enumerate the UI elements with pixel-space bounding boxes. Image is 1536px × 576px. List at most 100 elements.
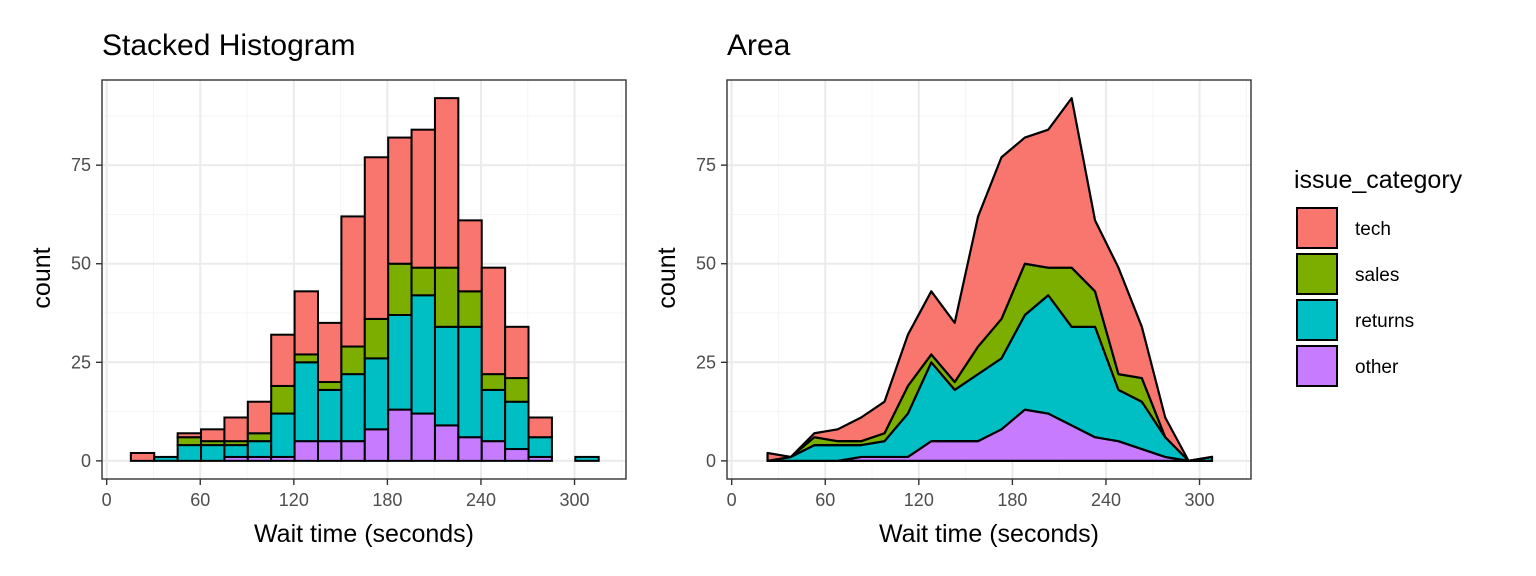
- bar-returns: [363, 357, 390, 431]
- bar-sales: [363, 317, 390, 360]
- area-title: Area: [727, 29, 791, 62]
- bar-tech: [176, 432, 203, 439]
- legend-swatch-sales: [1296, 253, 1338, 295]
- bar-tech: [129, 451, 156, 462]
- bar-other: [340, 440, 366, 462]
- bar-returns: [387, 313, 413, 411]
- histogram-x-tick-label: 240: [466, 490, 496, 510]
- bar-returns: [433, 325, 460, 427]
- bar-sales: [504, 377, 530, 403]
- bar-returns: [153, 455, 179, 462]
- histogram-x-tick-label: 60: [190, 490, 210, 510]
- bar-tech: [363, 156, 390, 320]
- area-panel-border: [726, 79, 1252, 480]
- bar-tech: [270, 333, 296, 387]
- bar-tech: [316, 321, 343, 384]
- bar-other: [504, 448, 530, 462]
- bar-returns: [246, 440, 273, 458]
- area-x-tick-label: 300: [1185, 490, 1215, 510]
- bar-returns: [504, 400, 530, 451]
- legend-label-tech: tech: [1355, 219, 1391, 240]
- area-x-tick-label: 120: [904, 490, 934, 510]
- bar-tech: [293, 290, 319, 356]
- bar-other: [363, 428, 390, 462]
- area-x-tick-label: 0: [727, 490, 737, 510]
- bar-returns: [200, 444, 226, 462]
- legend-title: issue_category: [1294, 166, 1463, 194]
- histogram-panel: 0 60 120 180 240 300 0 25 50 75: [71, 79, 627, 510]
- area-y-tick-label: 50: [696, 254, 716, 274]
- bar-sales: [293, 353, 319, 364]
- bar-tech: [223, 416, 249, 443]
- bar-returns: [457, 325, 483, 439]
- bar-tech: [410, 128, 436, 269]
- legend-label-sales: sales: [1355, 265, 1399, 286]
- area-y-tick-label: 25: [696, 352, 716, 372]
- histogram-title: Stacked Histogram: [102, 29, 355, 62]
- bar-returns: [270, 412, 296, 458]
- bar-other: [316, 440, 343, 462]
- area-x-tick-label: 240: [1091, 490, 1121, 510]
- bar-tech: [457, 219, 483, 293]
- bar-sales: [270, 384, 296, 415]
- legend-swatch-other: [1296, 345, 1338, 387]
- bar-sales: [340, 345, 366, 376]
- area-x-tick-label: 60: [815, 490, 835, 510]
- area-y-tick-label: 75: [696, 155, 716, 175]
- bar-other: [410, 412, 436, 462]
- bar-tech: [480, 266, 507, 376]
- bar-sales: [433, 266, 460, 328]
- legend: issue_category tech sales returns other: [1294, 166, 1463, 387]
- histogram-y-tick-label: 75: [71, 155, 91, 175]
- bar-sales: [480, 373, 507, 391]
- histogram-x-axis-title: Wait time (seconds): [254, 520, 474, 548]
- histogram-x-tick-label: 180: [372, 490, 402, 510]
- bar-sales: [410, 266, 436, 297]
- bar-sales: [316, 381, 343, 391]
- bar-tech: [246, 400, 273, 435]
- histogram-y-axis-title: count: [28, 247, 56, 308]
- histogram-y-tick-label: 25: [71, 352, 91, 372]
- area-y-tick-label: 0: [706, 451, 716, 471]
- bar-other: [387, 408, 413, 462]
- histogram-x-tick-label: 300: [560, 490, 590, 510]
- legend-swatch-tech: [1296, 207, 1338, 249]
- bar-returns: [527, 436, 553, 458]
- area-x-axis-title: Wait time (seconds): [879, 520, 1099, 548]
- bar-other: [293, 440, 319, 462]
- histogram-y-tick-label: 50: [71, 254, 91, 274]
- bar-tech: [504, 325, 530, 380]
- histogram-x-tick-label: 0: [102, 490, 112, 510]
- legend-label-other: other: [1355, 357, 1399, 378]
- bar-other: [457, 436, 483, 462]
- bar-returns: [480, 388, 507, 443]
- bar-returns: [223, 444, 249, 458]
- bar-tech: [387, 136, 413, 265]
- bar-returns: [293, 361, 319, 443]
- bar-tech: [527, 416, 553, 439]
- bar-returns: [340, 373, 366, 443]
- bar-returns: [316, 388, 343, 443]
- bar-returns: [574, 455, 600, 462]
- area-panel: 0 60 120 180 240 300 0 25 50 75: [696, 79, 1252, 510]
- area-y-axis-title: count: [653, 247, 681, 308]
- histogram-y-tick-label: 0: [81, 451, 91, 471]
- bar-returns: [176, 444, 203, 462]
- bar-other: [480, 440, 507, 462]
- bar-returns: [410, 294, 436, 415]
- bar-tech: [200, 428, 226, 443]
- bar-sales: [246, 432, 273, 443]
- histogram-panel-border: [101, 79, 627, 480]
- bar-sales: [176, 436, 203, 447]
- bar-sales: [387, 262, 413, 316]
- legend-swatch-returns: [1296, 299, 1338, 341]
- legend-label-returns: returns: [1355, 311, 1414, 332]
- bar-sales: [457, 290, 483, 328]
- bar-tech: [433, 97, 460, 269]
- area-tech: [766, 97, 1214, 462]
- bar-other: [433, 424, 460, 462]
- area-x-tick-label: 180: [997, 490, 1027, 510]
- histogram-x-tick-label: 120: [279, 490, 309, 510]
- bar-tech: [340, 215, 366, 348]
